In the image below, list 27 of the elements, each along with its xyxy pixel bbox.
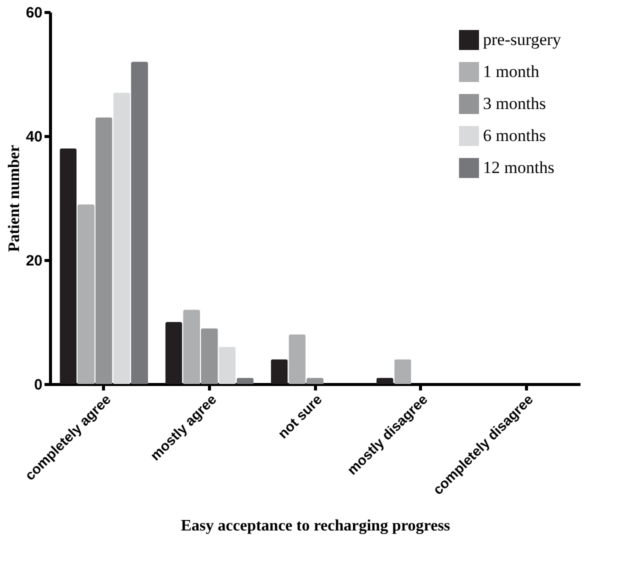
bar (218, 346, 236, 384)
y-axis-title: Patient number (6, 144, 23, 252)
legend-label: 1 month (483, 62, 540, 81)
legend-label: 3 months (483, 94, 546, 113)
bar (270, 359, 288, 384)
bar (165, 322, 182, 384)
legend-label: 12 months (483, 158, 554, 177)
bar (394, 359, 412, 384)
bar (131, 62, 148, 384)
bar (60, 148, 77, 384)
y-tick-label: 40 (26, 128, 42, 146)
bar (183, 310, 200, 384)
bar (306, 378, 324, 384)
bar (113, 92, 130, 384)
y-tick-label: 20 (26, 252, 42, 270)
legend-label: pre-surgery (483, 30, 562, 49)
x-tick-label: not sure (274, 390, 326, 442)
y-tick-label: 0 (34, 376, 42, 394)
bar (200, 328, 218, 384)
x-axis-title: Easy acceptance to recharging progress (180, 518, 450, 535)
legend-label: 6 months (483, 126, 546, 145)
y-tick-label: 60 (26, 4, 42, 22)
bar (376, 378, 394, 384)
bar (288, 334, 306, 384)
bar (236, 378, 254, 384)
bar (78, 204, 95, 384)
bar (95, 117, 112, 384)
